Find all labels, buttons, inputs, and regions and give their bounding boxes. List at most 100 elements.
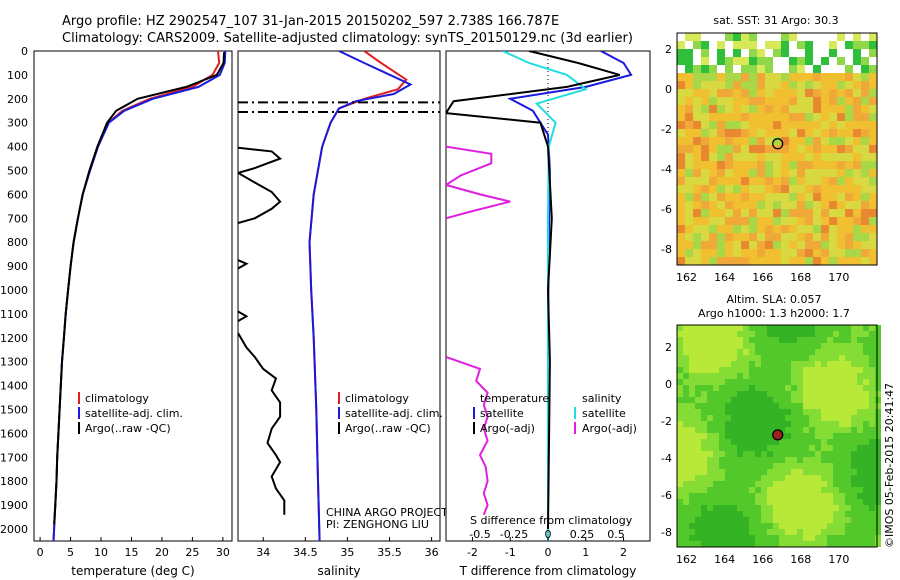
sst-cell — [741, 65, 749, 73]
sla-cell — [689, 541, 695, 547]
sla-cell — [809, 541, 815, 547]
sla-cell — [851, 421, 857, 427]
sst-cell — [781, 41, 789, 49]
sla-cell — [701, 445, 707, 451]
sst-cell — [741, 217, 749, 225]
sla-cell — [707, 409, 713, 415]
sla-cell — [791, 481, 797, 487]
x-tick-label: 35.5 — [377, 546, 402, 559]
sst-cell — [813, 233, 821, 241]
sla-x-tick: 162 — [676, 553, 697, 566]
sla-cell — [803, 367, 809, 373]
sla-cell — [719, 397, 725, 403]
sst-cell — [717, 193, 725, 201]
sla-cell — [773, 331, 779, 337]
sst-cell — [813, 249, 821, 257]
sla-cell — [701, 499, 707, 505]
sla-cell — [737, 499, 743, 505]
sla-cell — [677, 535, 683, 541]
sst-cell — [677, 209, 685, 217]
sst-cell — [869, 169, 877, 177]
sst-cell — [773, 121, 781, 129]
sla-cell — [839, 439, 845, 445]
x-tick-label: 30 — [216, 546, 230, 559]
sla-cell — [689, 499, 695, 505]
sla-cell — [719, 487, 725, 493]
sla-heatmap-cells — [677, 325, 881, 547]
sla-cell — [707, 337, 713, 343]
sla-cell — [857, 427, 863, 433]
sla-cell — [749, 361, 755, 367]
sla-cell — [761, 457, 767, 463]
sst-cell — [749, 185, 757, 193]
sla-cell — [791, 361, 797, 367]
sla-cell — [809, 517, 815, 523]
sst-cell — [829, 193, 837, 201]
sla-cell — [785, 517, 791, 523]
sla-cell — [857, 487, 863, 493]
sla-cell — [845, 487, 851, 493]
sla-cell — [845, 397, 851, 403]
sla-cell — [839, 349, 845, 355]
sla-cell — [761, 433, 767, 439]
sla-cell — [857, 385, 863, 391]
sla-cell — [863, 439, 869, 445]
sla-cell — [779, 529, 785, 535]
sst-cell — [869, 81, 877, 89]
sla-cell — [797, 541, 803, 547]
sst-cell — [781, 201, 789, 209]
sst-cell — [701, 209, 709, 217]
sst-cell — [805, 241, 813, 249]
sst-cell — [749, 49, 757, 57]
sst-cell — [693, 185, 701, 193]
sla-cell — [875, 397, 881, 403]
sla-cell — [677, 457, 683, 463]
sla-cell — [839, 535, 845, 541]
sla-cell — [737, 469, 743, 475]
sst-cell — [773, 97, 781, 105]
sla-cell — [875, 439, 881, 445]
sla-cell — [869, 457, 875, 463]
sla-cell — [743, 523, 749, 529]
sst-cell — [861, 257, 869, 265]
sla-cell — [827, 475, 833, 481]
sla-cell — [683, 535, 689, 541]
sla-cell — [725, 541, 731, 547]
sst-cell — [813, 137, 821, 145]
sst-cell — [733, 57, 741, 65]
sst-cell — [741, 161, 749, 169]
sst-cell — [805, 129, 813, 137]
sst-cell — [845, 145, 853, 153]
s-tick-label: 0 — [545, 528, 552, 541]
sst-cell — [685, 169, 693, 177]
depth-tick-label: 600 — [7, 188, 28, 201]
sst-cell — [709, 121, 717, 129]
s-tick-label: -0.25 — [500, 528, 528, 541]
sla-cell — [779, 325, 785, 331]
sla-cell — [725, 367, 731, 373]
sst-cell — [733, 209, 741, 217]
sla-cell — [845, 475, 851, 481]
sla-cell — [707, 511, 713, 517]
sst-cell — [741, 145, 749, 153]
sla-cell — [869, 517, 875, 523]
sla-cell — [749, 523, 755, 529]
sst-cell — [869, 153, 877, 161]
sla-cell — [731, 355, 737, 361]
sla-cell — [755, 463, 761, 469]
sla-cell — [743, 499, 749, 505]
sst-cell — [789, 217, 797, 225]
sla-cell — [761, 331, 767, 337]
sla-cell — [791, 331, 797, 337]
sst-cell — [861, 137, 869, 145]
sst-cell — [845, 241, 853, 249]
sst-cell — [821, 201, 829, 209]
sst-cell — [869, 217, 877, 225]
sst-cell — [853, 137, 861, 145]
sla-cell — [725, 343, 731, 349]
sla-cell — [875, 385, 881, 391]
sla-cell — [863, 403, 869, 409]
sst-cell — [773, 209, 781, 217]
sst-cell — [773, 89, 781, 97]
sla-cell — [803, 505, 809, 511]
